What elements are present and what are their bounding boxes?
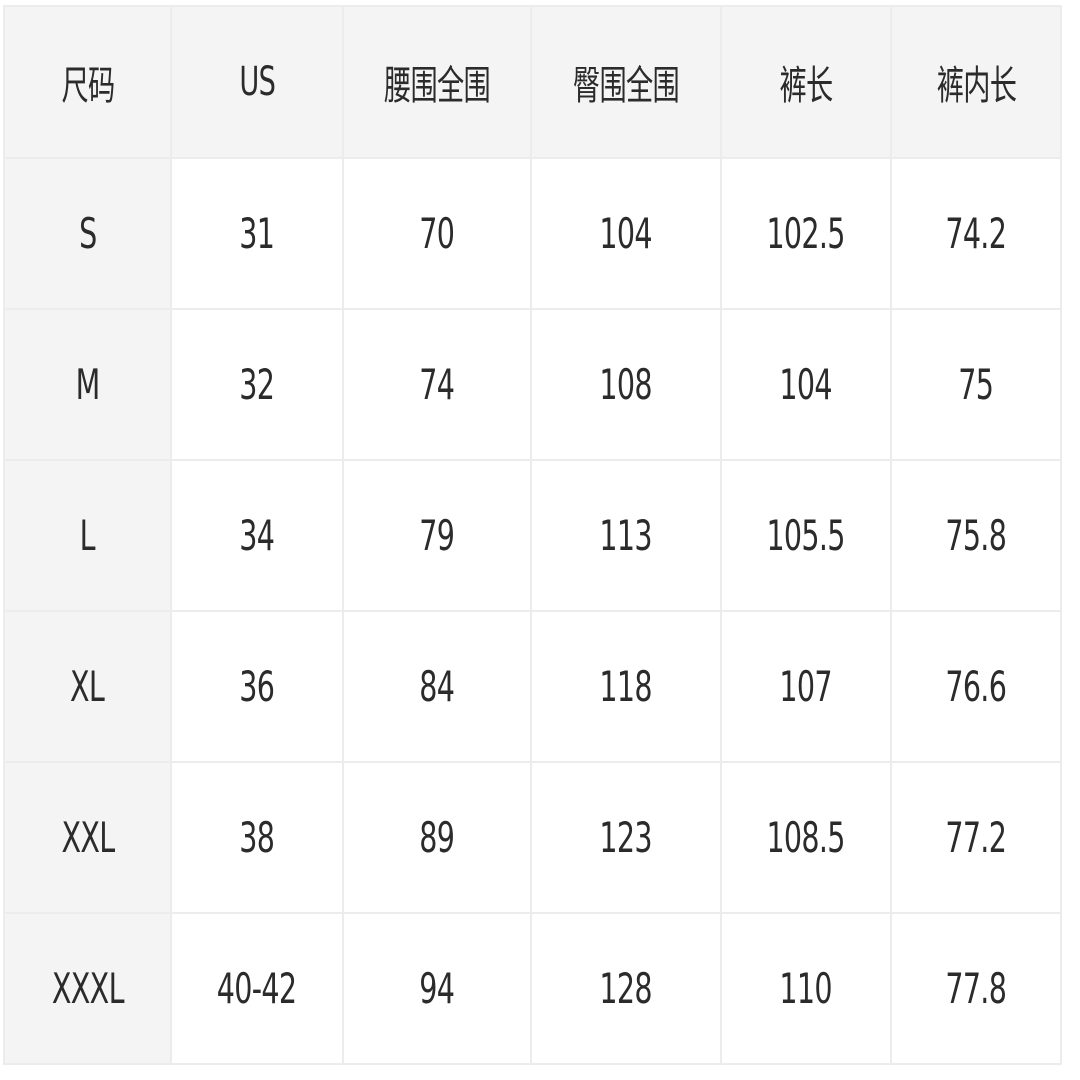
cell-inseam: 77.2 (890, 761, 1062, 914)
cell-text: 107 (779, 662, 833, 711)
cell-waist: 84 (342, 610, 532, 763)
cell-text: 128 (599, 964, 653, 1013)
size-chart-table: 尺码 US 腰围全围 臀围全围 裤长 裤内长 S 31 70 104 102.5 74.2… (3, 5, 1062, 1065)
cell-length: 107 (720, 610, 892, 763)
cell-inseam: 76.6 (890, 610, 1062, 763)
cell-text: 76.6 (945, 662, 1008, 711)
cell-text: M (75, 360, 101, 409)
cell-waist: 89 (342, 761, 532, 914)
cell-size: L (3, 459, 172, 612)
cell-length: 108.5 (720, 761, 892, 914)
table-row: XL 36 84 118 107 76.6 (3, 610, 1062, 763)
cell-text: 104 (599, 209, 653, 258)
cell-text: S (78, 209, 97, 258)
cell-text: 70 (419, 209, 455, 258)
cell-us: 38 (170, 761, 344, 914)
cell-us: 40-42 (170, 912, 344, 1065)
cell-text: XXL (60, 813, 115, 862)
cell-inseam: 75.8 (890, 459, 1062, 612)
header-hip: 臀围全围 (530, 5, 722, 159)
cell-text: 102.5 (766, 209, 846, 258)
header-length: 裤长 (720, 5, 892, 159)
cell-text: 118 (599, 662, 653, 711)
cell-us: 34 (170, 459, 344, 612)
cell-hip: 104 (530, 157, 722, 310)
cell-text: 31 (239, 209, 275, 258)
cell-text: 77.8 (945, 964, 1008, 1013)
cell-waist: 94 (342, 912, 532, 1065)
cell-inseam: 74.2 (890, 157, 1062, 310)
table-row: M 32 74 108 104 75 (3, 308, 1062, 461)
table-row: XXXL 40-42 94 128 110 77.8 (3, 912, 1062, 1065)
cell-text: 77.2 (945, 813, 1008, 862)
cell-text: 105.5 (766, 511, 846, 560)
header-text: 裤长 (779, 63, 833, 109)
cell-text: 84 (419, 662, 455, 711)
header-text: 臀围全围 (572, 63, 680, 109)
header-size: 尺码 (3, 5, 172, 159)
cell-size: XXXL (3, 912, 172, 1065)
header-text: US (239, 59, 275, 105)
cell-text: 113 (599, 511, 653, 560)
cell-length: 105.5 (720, 459, 892, 612)
table-row: L 34 79 113 105.5 75.8 (3, 459, 1062, 612)
cell-us: 32 (170, 308, 344, 461)
cell-length: 110 (720, 912, 892, 1065)
table-row: S 31 70 104 102.5 74.2 (3, 157, 1062, 310)
cell-length: 102.5 (720, 157, 892, 310)
cell-size: XL (3, 610, 172, 763)
cell-text: 108.5 (766, 813, 846, 862)
cell-text: XXXL (51, 964, 125, 1013)
header-inseam: 裤内长 (890, 5, 1062, 159)
cell-hip: 128 (530, 912, 722, 1065)
cell-size: S (3, 157, 172, 310)
cell-size: M (3, 308, 172, 461)
cell-text: 123 (599, 813, 653, 862)
cell-text: 74.2 (945, 209, 1008, 258)
cell-hip: 123 (530, 761, 722, 914)
header-waist: 腰围全围 (342, 5, 532, 159)
cell-text: 89 (419, 813, 455, 862)
cell-text: 108 (599, 360, 653, 409)
cell-length: 104 (720, 308, 892, 461)
cell-inseam: 75 (890, 308, 1062, 461)
cell-text: 32 (239, 360, 275, 409)
cell-us: 31 (170, 157, 344, 310)
header-text: 裤内长 (936, 63, 1016, 109)
cell-text: L (79, 511, 96, 560)
header-row: 尺码 US 腰围全围 臀围全围 裤长 裤内长 (3, 5, 1062, 159)
cell-text: 34 (239, 511, 275, 560)
cell-text: 104 (779, 360, 833, 409)
cell-waist: 74 (342, 308, 532, 461)
cell-us: 36 (170, 610, 344, 763)
cell-hip: 113 (530, 459, 722, 612)
header-text: 腰围全围 (383, 63, 491, 109)
cell-text: 74 (419, 360, 455, 409)
cell-text: 79 (419, 511, 455, 560)
table-row: XXL 38 89 123 108.5 77.2 (3, 761, 1062, 914)
cell-text: XL (70, 662, 105, 711)
cell-size: XXL (3, 761, 172, 914)
cell-text: 75.8 (945, 511, 1008, 560)
cell-text: 40-42 (217, 964, 297, 1013)
cell-hip: 118 (530, 610, 722, 763)
cell-hip: 108 (530, 308, 722, 461)
cell-text: 36 (239, 662, 275, 711)
cell-inseam: 77.8 (890, 912, 1062, 1065)
cell-text: 94 (419, 964, 455, 1013)
cell-text: 38 (239, 813, 275, 862)
cell-text: 75 (958, 360, 994, 409)
cell-text: 110 (779, 964, 833, 1013)
header-text: 尺码 (60, 63, 115, 109)
cell-waist: 79 (342, 459, 532, 612)
header-us: US (170, 5, 344, 159)
cell-waist: 70 (342, 157, 532, 310)
